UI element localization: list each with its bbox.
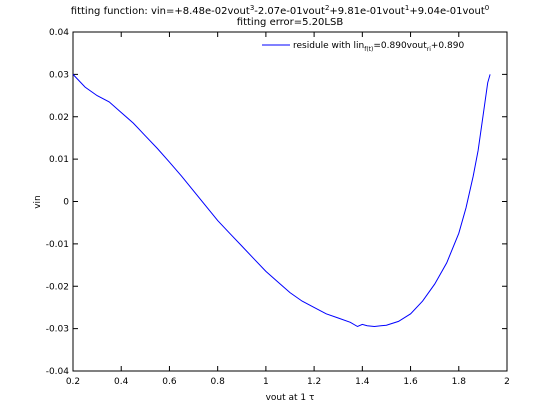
y-tick-label: 0.03	[49, 70, 69, 80]
legend-label-main: residule with lin	[293, 41, 364, 51]
title-exp0: 0	[485, 4, 489, 12]
legend: residule with linf(t)=0.890voutri+0.890	[262, 41, 464, 53]
y-axis-label: vin	[33, 195, 43, 209]
plot-area	[72, 31, 508, 372]
x-tick-label: 1.6	[403, 377, 418, 387]
x-tick-label: 1.8	[452, 377, 467, 387]
legend-label: residule with linf(t)=0.890voutri+0.890	[293, 41, 464, 53]
x-axis-label: vout at 1 τ	[266, 393, 315, 403]
x-tick-label: 2	[504, 377, 510, 387]
y-tick-label: 0.02	[49, 113, 69, 123]
x-tick-label: 1	[263, 377, 269, 387]
x-tick-label: 0.4	[114, 377, 129, 387]
y-tick-label: -0.01	[46, 240, 69, 250]
x-axis-label-symbol: τ	[309, 393, 314, 403]
title-prefix: fitting function: vin=+8.48e-02vout	[71, 6, 250, 17]
title-exp3: 3	[250, 4, 254, 12]
y-axis-ticks: 0.04 0.03 0.02 0.01 0 -0.01 -0.02 -0.03 -0.04	[46, 28, 507, 377]
legend-sub2: ri	[427, 46, 431, 53]
x-tick-label: 0.2	[66, 377, 80, 387]
x-tick-label: 0.6	[162, 377, 177, 387]
x-axis-label-text: vout at 1	[266, 393, 309, 403]
title-term2: +9.81e-01vout	[329, 6, 405, 17]
y-tick-label: 0	[63, 198, 69, 208]
y-tick-label: -0.02	[46, 282, 69, 292]
series-line	[72, 74, 491, 328]
x-axis-ticks: 0.2 0.4 0.6 0.8 1 1.2 1.4 1.6 1.8 2	[66, 32, 510, 387]
y-tick-label: 0.01	[49, 155, 69, 165]
y-tick-label: -0.04	[46, 367, 70, 377]
legend-sub1: f(t)	[364, 46, 373, 53]
legend-label-mid: =0.890vout	[373, 41, 427, 51]
x-tick-label: 0.8	[211, 377, 226, 387]
title-term1: -2.07e-01vout	[254, 6, 325, 17]
x-tick-label: 1.2	[307, 377, 321, 387]
x-tick-label: 1.4	[355, 377, 370, 387]
y-tick-label: -0.03	[46, 325, 69, 335]
chart-title-line1: fitting function: vin=+8.48e-02vout3-2.0…	[71, 4, 489, 17]
title-term3: +9.04e-01vout	[409, 6, 485, 17]
chart-title-line2: fitting error=5.20LSB	[237, 17, 344, 28]
legend-label-end: +0.890	[431, 41, 465, 51]
y-tick-label: 0.04	[49, 28, 69, 38]
title-exp1: 1	[405, 4, 409, 12]
title-exp2: 2	[325, 4, 329, 12]
